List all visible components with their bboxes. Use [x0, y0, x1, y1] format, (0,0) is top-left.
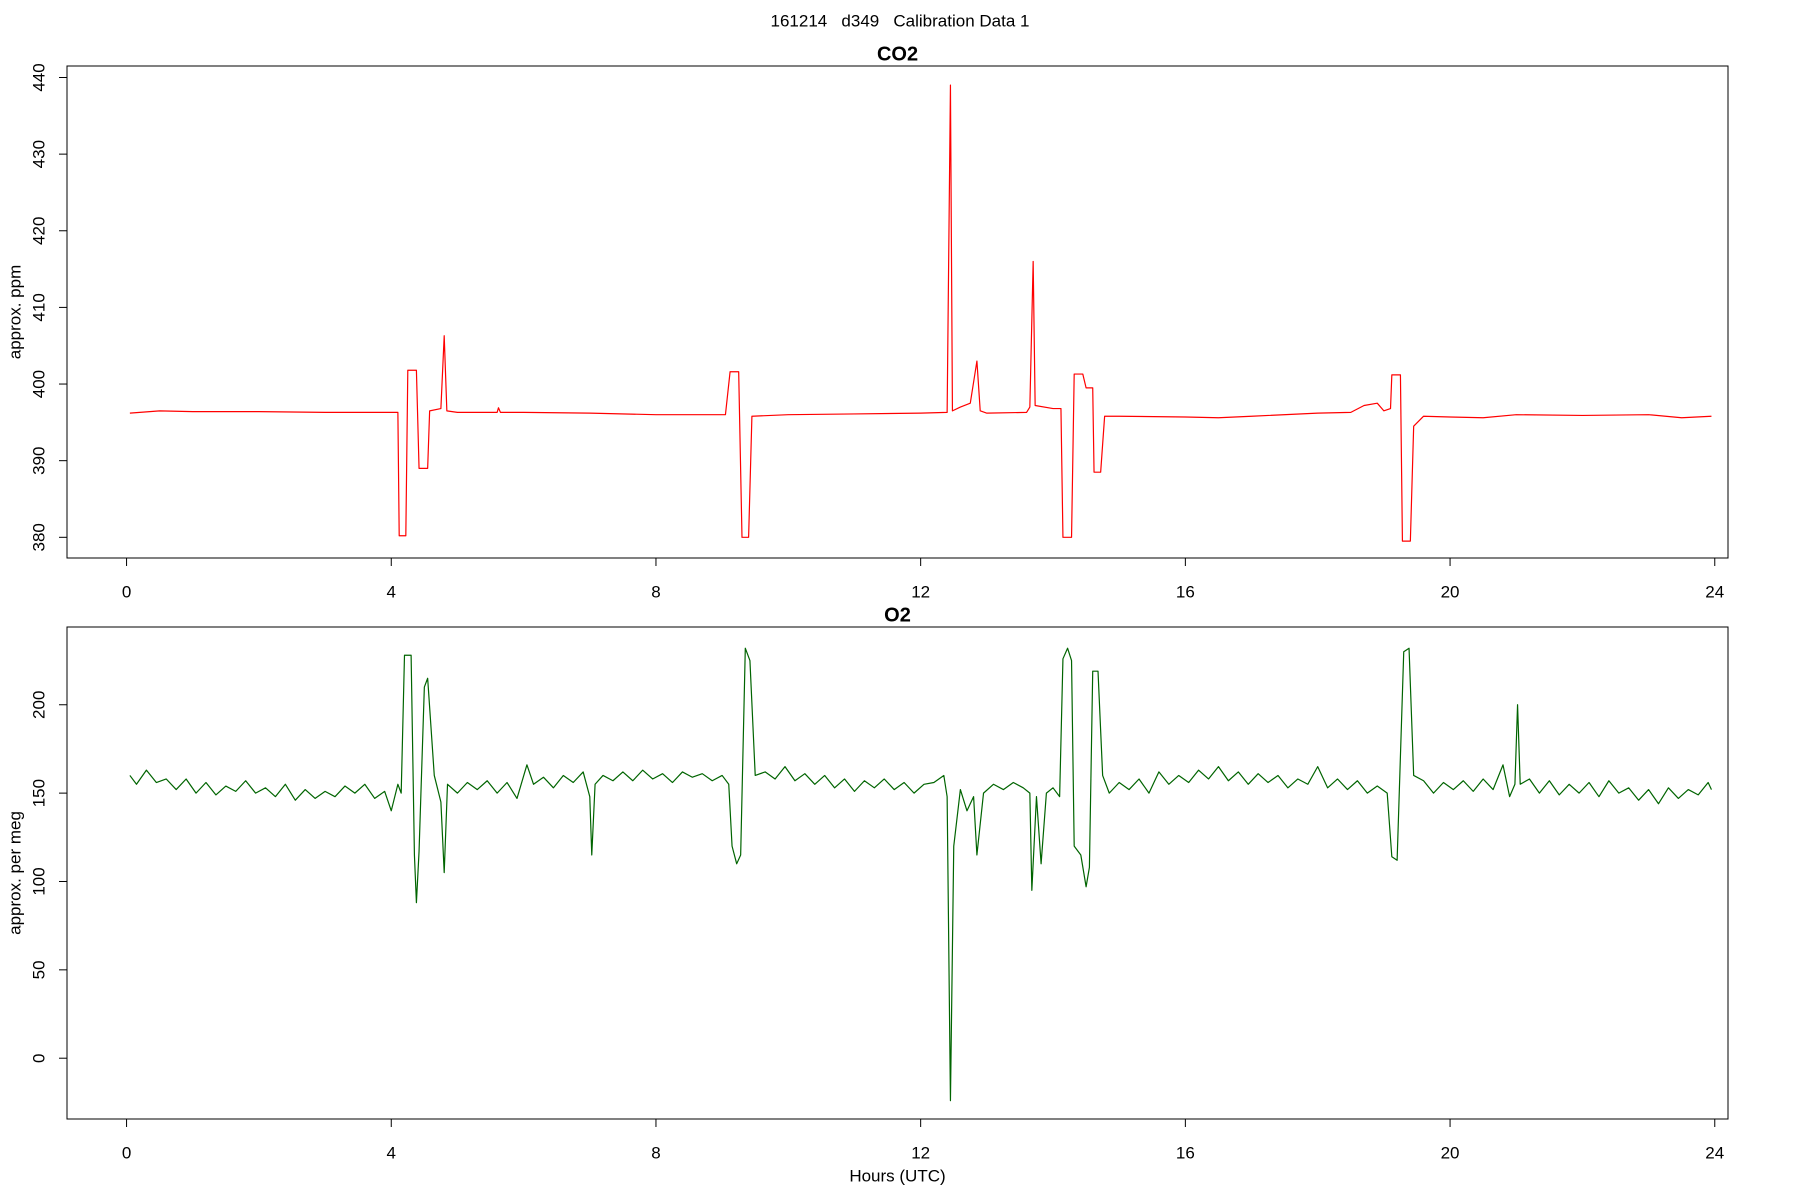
- y-tick-label: 0: [29, 1053, 48, 1062]
- x-tick-label: 8: [651, 582, 660, 601]
- x-axis-label: Hours (UTC): [849, 1166, 945, 1185]
- plot-frame: [66, 626, 1729, 1120]
- data-line: [129, 647, 1713, 1102]
- y-tick-label: 200: [29, 691, 48, 719]
- panel: O2 0 4 8 12 16 20 24 0 50 100 150 200 approx. per meg…: [5, 604, 1729, 1185]
- y-axis-label: approx. ppm: [5, 265, 24, 360]
- panel-title: CO2: [877, 43, 918, 65]
- x-tick-label: 0: [122, 582, 131, 601]
- y-tick-label: 50: [29, 960, 48, 979]
- y-tick-label: 150: [29, 779, 48, 807]
- figure-title: 161214 d349 Calibration Data 1: [771, 11, 1030, 30]
- x-tick-label: 0: [122, 1143, 131, 1162]
- y-tick-label: 440: [29, 63, 48, 91]
- y-tick-label: 380: [29, 523, 48, 551]
- panel: CO2 0 4 8 12 16 20 24 380 390 400 410 420 430 440 appro…: [5, 43, 1729, 601]
- x-tick-label: 12: [911, 582, 930, 601]
- y-tick-label: 430: [29, 140, 48, 168]
- x-tick-label: 4: [387, 582, 396, 601]
- plot-frame: [66, 65, 1729, 559]
- y-tick-label: 390: [29, 446, 48, 474]
- panel-title: O2: [884, 604, 911, 626]
- x-tick-label: 20: [1441, 582, 1460, 601]
- x-tick-label: 16: [1176, 582, 1195, 601]
- y-tick-label: 410: [29, 293, 48, 321]
- y-tick-label: 100: [29, 867, 48, 895]
- x-tick-label: 24: [1705, 1143, 1724, 1162]
- y-tick-label: 420: [29, 217, 48, 245]
- data-line: [129, 84, 1712, 542]
- x-tick-label: 4: [387, 1143, 396, 1162]
- x-tick-label: 12: [911, 1143, 930, 1162]
- x-tick-label: 16: [1176, 1143, 1195, 1162]
- y-tick-label: 400: [29, 370, 48, 398]
- x-tick-label: 20: [1441, 1143, 1460, 1162]
- x-tick-label: 8: [651, 1143, 660, 1162]
- y-axis-label: approx. per meg: [5, 811, 24, 935]
- x-tick-label: 24: [1705, 582, 1724, 601]
